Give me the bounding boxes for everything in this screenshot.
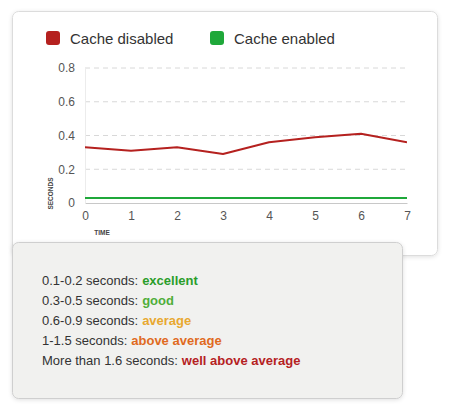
x-tick: 0 — [82, 203, 89, 223]
plot-area — [85, 134, 407, 198]
y-axis: 0 0.2 0.4 0.6 0.8 — [58, 61, 85, 210]
x-axis-line — [86, 203, 408, 204]
x-tick: 3 — [220, 203, 227, 223]
x-axis: 0 1 2 3 4 5 6 7 — [82, 203, 411, 223]
x-tick-label: 5 — [312, 209, 319, 223]
y-tick-label: 0.8 — [58, 61, 75, 75]
grid-line — [85, 68, 407, 69]
rating-line: 1-1.5 seconds: above average — [42, 333, 222, 348]
rating-line: 0.1-0.2 seconds: excellent — [42, 273, 198, 288]
rating-word: average — [142, 313, 191, 328]
y-tick: 0 — [68, 196, 85, 210]
x-tick-label: 1 — [128, 209, 135, 223]
y-tick-label: 0.6 — [58, 95, 75, 109]
rating-box — [13, 243, 403, 399]
grid-line — [85, 135, 407, 136]
y-tick: 0.6 — [58, 95, 85, 109]
rating-range: 1-1.5 seconds: — [42, 333, 127, 348]
y-axis-title: SECONDS — [47, 177, 54, 210]
legend: Cache disabled Cache enabled — [46, 30, 335, 47]
y-tick-label: 0.2 — [58, 163, 75, 177]
y-tick-label: 0 — [68, 196, 75, 210]
x-tick: 2 — [174, 203, 181, 223]
legend-swatch — [210, 31, 224, 45]
rating-range: More than 1.6 seconds: — [42, 353, 178, 368]
rating-line: More than 1.6 seconds:well above average — [42, 353, 300, 368]
chart-card — [13, 12, 438, 256]
rating-line: 0.3-0.5 seconds: good — [42, 293, 174, 308]
page: Cache disabledCache enabled0123456700.20… — [0, 0, 450, 412]
legend-label: Cache disabled — [70, 30, 173, 47]
x-tick-label: 2 — [174, 209, 181, 223]
x-tick: 4 — [266, 203, 273, 223]
grid-line — [85, 101, 407, 102]
y-tick-label: 0.4 — [58, 129, 75, 143]
rating-word: good — [142, 293, 174, 308]
series-line — [85, 197, 407, 199]
rating-range: 0.6-0.9 seconds: — [42, 313, 138, 328]
rating-line: 0.6-0.9 seconds: average — [42, 313, 191, 328]
legend-label: Cache enabled — [234, 30, 335, 47]
y-tick: 0.8 — [58, 61, 85, 75]
series-line — [85, 134, 407, 154]
x-tick: 5 — [312, 203, 319, 223]
x-tick: 7 — [404, 203, 411, 223]
rating-word: excellent — [142, 273, 198, 288]
x-axis-title: TIME — [94, 229, 110, 236]
y-tick: 0.4 — [58, 129, 85, 143]
x-tick: 1 — [128, 203, 135, 223]
x-tick-label: 0 — [82, 209, 89, 223]
rating-word: above average — [131, 333, 221, 348]
grid — [85, 68, 407, 169]
legend-swatch — [46, 31, 60, 45]
rating-range: 0.1-0.2 seconds: — [42, 273, 138, 288]
x-tick-label: 3 — [220, 209, 227, 223]
y-tick: 0.2 — [58, 163, 85, 177]
x-tick-label: 7 — [404, 209, 411, 223]
grid-line — [85, 169, 407, 170]
x-tick-label: 4 — [266, 209, 273, 223]
rating-word: well above average — [181, 353, 301, 368]
x-tick: 6 — [358, 203, 365, 223]
y-axis-line — [85, 69, 86, 204]
x-tick-label: 6 — [358, 209, 365, 223]
rating-range: 0.3-0.5 seconds: — [42, 293, 138, 308]
